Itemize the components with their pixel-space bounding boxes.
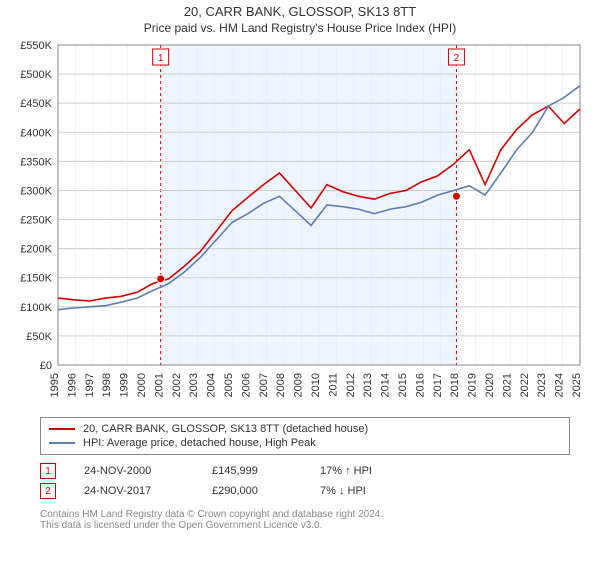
legend-item: HPI: Average price, detached house, High… [49,436,561,450]
svg-text:£150K: £150K [20,273,52,285]
svg-text:2014: 2014 [380,373,392,397]
svg-text:£200K: £200K [20,244,52,256]
svg-text:2009: 2009 [293,373,305,397]
legend-label: HPI: Average price, detached house, High… [83,437,316,449]
svg-text:2010: 2010 [310,373,322,397]
event-date: 24-NOV-2017 [84,485,184,497]
svg-text:2000: 2000 [136,373,148,397]
svg-text:2: 2 [454,53,460,64]
svg-text:£400K: £400K [20,127,52,139]
svg-text:1998: 1998 [101,373,113,397]
svg-text:2021: 2021 [501,373,513,397]
svg-text:2003: 2003 [188,373,200,397]
svg-text:1996: 1996 [66,373,78,397]
svg-text:2006: 2006 [240,373,252,397]
svg-text:2001: 2001 [153,373,165,397]
svg-text:2024: 2024 [554,373,566,397]
svg-text:2013: 2013 [362,373,374,397]
svg-text:£50K: £50K [26,331,52,343]
svg-text:£550K: £550K [20,40,52,52]
line-chart: £0 £50K £100K £150K £200K £250K £300K £350K £400… [10,39,590,409]
chart-title: 20, CARR BANK, GLOSSOP, SK13 8TT [0,4,600,19]
chart-subtitle: Price paid vs. HM Land Registry's House … [0,21,600,35]
footer-line-1: Contains HM Land Registry data © Crown c… [40,509,570,520]
event-delta: 7% ↓ HPI [320,485,366,497]
svg-text:£250K: £250K [20,215,52,227]
legend-swatch [49,428,75,430]
event-price: £145,999 [212,465,292,477]
legend-item: 20, CARR BANK, GLOSSOP, SK13 8TT (detach… [49,422,561,436]
svg-text:2007: 2007 [258,373,270,397]
svg-text:2025: 2025 [571,373,583,397]
svg-text:1997: 1997 [84,373,96,397]
svg-text:£100K: £100K [20,302,52,314]
svg-text:2011: 2011 [327,373,339,397]
event-delta: 17% ↑ HPI [320,465,372,477]
svg-text:£300K: £300K [20,185,52,197]
svg-text:1: 1 [158,53,164,64]
svg-text:£450K: £450K [20,98,52,110]
svg-text:2019: 2019 [467,373,479,397]
footer-line-2: This data is licensed under the Open Gov… [40,520,570,531]
legend-label: 20, CARR BANK, GLOSSOP, SK13 8TT (detach… [83,423,368,435]
event-date: 24-NOV-2000 [84,465,184,477]
svg-text:£350K: £350K [20,156,52,168]
event-row: 2 24-NOV-2017 £290,000 7% ↓ HPI [40,481,570,501]
svg-text:2012: 2012 [345,373,357,397]
svg-text:1999: 1999 [119,373,131,397]
event-marker: 2 [40,483,56,499]
svg-text:2023: 2023 [536,373,548,397]
svg-text:2017: 2017 [432,373,444,397]
svg-text:2002: 2002 [171,373,183,397]
svg-text:2015: 2015 [397,373,409,397]
svg-text:2016: 2016 [414,373,426,397]
svg-text:2020: 2020 [484,373,496,397]
svg-text:2005: 2005 [223,373,235,397]
svg-text:2008: 2008 [275,373,287,397]
legend-swatch [49,442,75,444]
svg-text:2018: 2018 [449,373,461,397]
event-marker: 1 [40,463,56,479]
event-price: £290,000 [212,485,292,497]
svg-text:2022: 2022 [519,373,531,397]
event-row: 1 24-NOV-2000 £145,999 17% ↑ HPI [40,461,570,481]
legend: 20, CARR BANK, GLOSSOP, SK13 8TT (detach… [40,417,570,455]
events-table: 1 24-NOV-2000 £145,999 17% ↑ HPI 2 24-NOV-201… [40,461,570,501]
svg-text:£0: £0 [40,360,52,372]
svg-text:1995: 1995 [49,373,61,397]
svg-text:£500K: £500K [20,69,52,81]
svg-text:2004: 2004 [206,373,218,397]
footer-attribution: Contains HM Land Registry data © Crown c… [40,509,570,531]
